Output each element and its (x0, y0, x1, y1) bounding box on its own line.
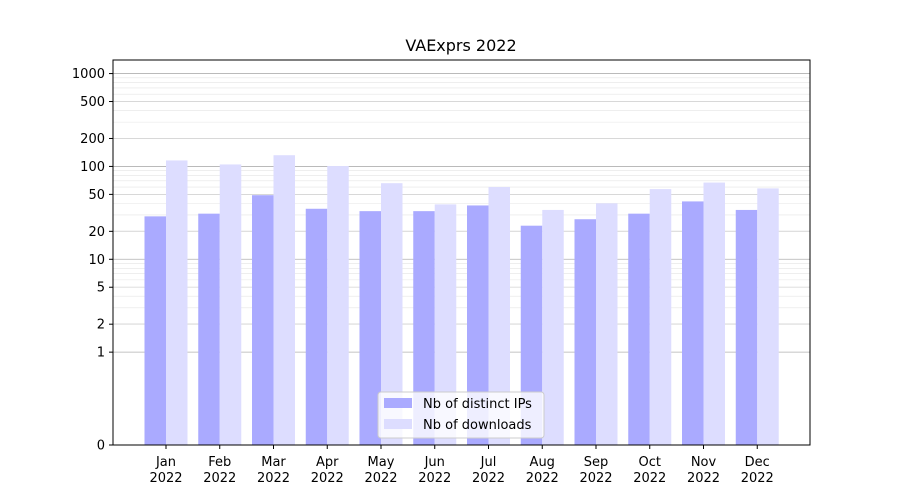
bar-downloads (434, 204, 457, 445)
bar-downloads (596, 203, 618, 445)
bar-distinct-ips (520, 225, 543, 445)
bar-downloads (381, 183, 403, 445)
x-tick-label: Aug (530, 455, 555, 470)
x-tick-label: 2022 (149, 471, 182, 486)
x-tick-label: Oct (639, 455, 661, 470)
legend-swatch (384, 398, 412, 408)
legend-label: Nb of distinct IPs (423, 397, 532, 412)
bar-distinct-ips (574, 219, 596, 445)
bar-downloads (166, 160, 188, 446)
bar-downloads (273, 155, 295, 445)
y-axis: 0 1 2 5 10 20 50 100 200 500 1000 (72, 67, 113, 454)
bar-downloads (219, 164, 242, 446)
x-tick-label: Jun (424, 455, 445, 470)
x-tick-label: Jul (480, 455, 497, 470)
y-tick-label: 10 (88, 253, 105, 268)
bar-distinct-ips (198, 213, 220, 445)
y-tick-label: 100 (80, 160, 105, 175)
x-tick-label: 2022 (257, 471, 290, 486)
x-tick-label: 2022 (203, 471, 236, 486)
bar-distinct-ips (735, 209, 758, 445)
y-tick-label: 500 (80, 95, 105, 110)
x-tick-label: 2022 (364, 471, 397, 486)
chart-title: VAExprs 2022 (405, 36, 516, 55)
bar-distinct-ips (359, 211, 381, 445)
bar-distinct-ips (252, 195, 274, 445)
x-tick-label: Sep (584, 455, 609, 470)
x-tick-label: Nov (691, 455, 717, 470)
x-tick-label: Mar (261, 455, 286, 470)
x-tick-label: 2022 (311, 471, 344, 486)
x-tick-label: 2022 (687, 471, 720, 486)
bar-downloads (327, 166, 349, 445)
x-tick-label: Apr (316, 455, 339, 470)
bar-downloads (488, 187, 510, 445)
y-tick-label: 200 (80, 132, 105, 147)
bar-distinct-ips (144, 216, 166, 445)
y-tick-label: 5 (97, 281, 105, 296)
plot-frame (112, 59, 811, 446)
x-tick-label: 2022 (579, 471, 612, 486)
bar-downloads (757, 188, 779, 445)
y-tick-label: 0 (97, 439, 105, 454)
x-axis: Jan2022Feb2022Mar2022Apr2022May2022Jun20… (149, 445, 774, 486)
legend-label: Nb of downloads (423, 418, 532, 433)
x-tick-label: 2022 (741, 471, 774, 486)
y-tick-label: 1000 (72, 67, 105, 82)
bar-downloads (649, 189, 672, 445)
legend: Nb of distinct IPs Nb of downloads (377, 391, 545, 439)
bar-distinct-ips (467, 205, 489, 445)
bar-downloads (542, 209, 564, 445)
legend-box (377, 391, 545, 439)
x-tick-label: Dec (745, 455, 770, 470)
x-tick-label: Jan (155, 455, 176, 470)
bars-layer (144, 155, 779, 446)
bar-distinct-ips (682, 201, 704, 445)
x-tick-label: 2022 (472, 471, 505, 486)
y-tick-label: 50 (88, 188, 105, 203)
bar-distinct-ips (413, 211, 435, 445)
bar-distinct-ips (305, 208, 328, 445)
y-tick-label: 2 (97, 318, 105, 333)
x-tick-label: 2022 (418, 471, 451, 486)
x-tick-label: 2022 (526, 471, 559, 486)
bar-downloads (703, 182, 725, 445)
bar-distinct-ips (628, 213, 650, 445)
x-tick-label: May (368, 455, 395, 470)
x-tick-label: 2022 (633, 471, 666, 486)
y-tick-label: 20 (88, 225, 105, 240)
legend-swatch (384, 419, 412, 429)
y-tick-label: 1 (97, 346, 105, 361)
x-tick-label: Feb (208, 455, 231, 470)
